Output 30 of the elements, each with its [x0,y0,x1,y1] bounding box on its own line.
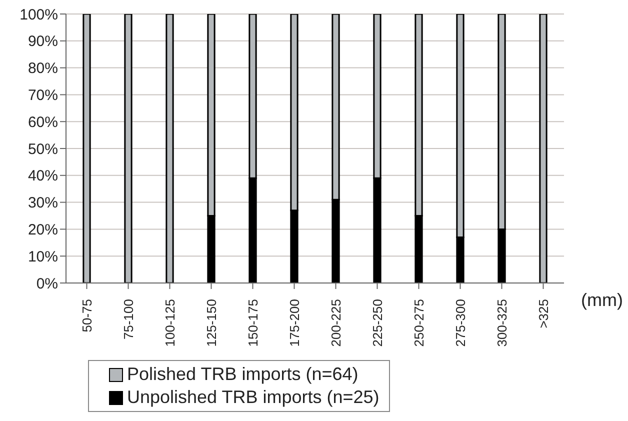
x-tick-label: 125-150 [204,299,219,347]
y-tick-label: 60% [28,114,58,131]
x-tick-label: 150-175 [245,299,260,347]
bar [166,14,174,283]
y-tick-label: 100% [20,6,58,24]
bar [82,14,91,283]
y-tick-label: 70% [28,87,58,104]
y-tick-label: 20% [28,222,58,239]
y-tick-label: 30% [28,194,58,212]
y-tick-label: 90% [28,33,58,50]
x-tick-label: 50-75 [79,299,94,332]
legend-label: Unpolished TRB imports (n=25) [127,386,380,409]
bar [124,14,132,283]
bar [539,14,548,283]
y-tick-label: 50% [28,140,58,158]
x-tick-label: 200-225 [328,299,344,347]
y-tick-label: 40% [28,168,58,185]
x-tick-label: 175-200 [286,299,302,347]
y-tick-label: 10% [28,248,58,266]
x-axis-title: (mm) [581,290,623,311]
x-tick-label: 75-100 [120,299,136,340]
x-tick-label: 225-250 [370,299,385,347]
y-tick-label: 80% [28,60,58,78]
y-tick-label: 0% [36,275,58,292]
x-tick-label: >325 [536,299,551,328]
x-tick-label: 100-125 [162,299,178,347]
x-tick-label: 300-325 [494,299,510,347]
x-tick-label: 275-300 [452,299,468,347]
x-tick-label: 250-275 [411,299,426,347]
legend-label: Polished TRB imports (n=64) [127,363,358,386]
